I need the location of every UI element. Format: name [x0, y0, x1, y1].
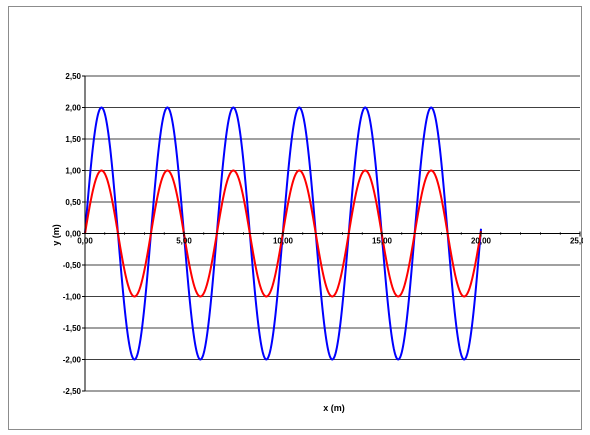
y-tick-label: -2,00	[63, 356, 82, 365]
x-tick-label: 5,00	[176, 237, 192, 246]
x-tick-label: 25,00	[570, 237, 583, 246]
y-tick-label: -2,50	[63, 387, 82, 396]
y-tick-label: 0,00	[65, 230, 81, 239]
y-tick-label: -1,50	[63, 324, 82, 333]
y-tick-label: 0,50	[65, 198, 81, 207]
axis-layer	[82, 75, 581, 392]
y-tick-label: 2,50	[65, 72, 81, 81]
x-tick-label: 10,00	[273, 237, 294, 246]
x-tick-label: 15,00	[372, 237, 393, 246]
y-axis-title: y (m)	[51, 224, 61, 246]
y-tick-label: 1,50	[65, 135, 81, 144]
chart-frame: 2,50 2,00 1,50 1,00 0,50 0,00 -0,50 -1,00 -1,50 -…	[8, 6, 583, 430]
y-tick-label: 1,00	[65, 167, 81, 176]
y-tick-label: -0,50	[63, 261, 82, 270]
x-axis-title: x (m)	[323, 403, 345, 413]
x-tick-label: 0,00	[77, 237, 93, 246]
x-tick-label: 20,00	[471, 237, 492, 246]
y-tick-label: 2,00	[65, 104, 81, 113]
label-layer: 2,50 2,00 1,50 1,00 0,50 0,00 -0,50 -1,00 -1,50 -…	[63, 72, 583, 396]
sine-wave-chart: 2,50 2,00 1,50 1,00 0,50 0,00 -0,50 -1,00 -1,50 -…	[51, 72, 583, 413]
y-tick-label: -1,00	[63, 293, 82, 302]
